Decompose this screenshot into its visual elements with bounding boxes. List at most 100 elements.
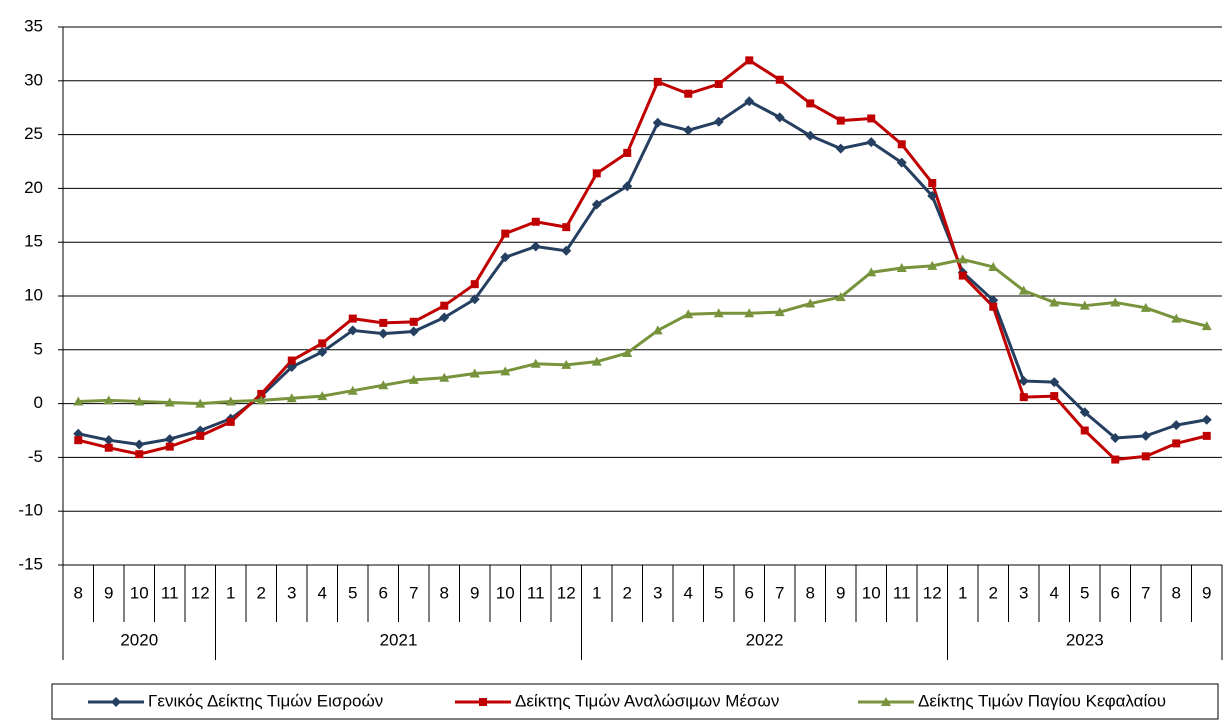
marker: [927, 190, 938, 201]
series-line: [78, 257, 1208, 406]
marker: [257, 389, 266, 398]
x-tick-label: 12: [557, 583, 576, 602]
marker: [470, 280, 479, 289]
marker: [1018, 285, 1029, 295]
marker: [378, 328, 389, 339]
x-tick-label: 8: [1172, 583, 1181, 602]
marker: [806, 99, 815, 108]
marker: [103, 435, 114, 446]
marker: [561, 245, 572, 256]
marker: [866, 267, 877, 277]
marker: [439, 312, 450, 323]
marker: [500, 252, 511, 263]
x-group-label: 2020: [120, 630, 158, 649]
y-tick-label: 0: [34, 393, 43, 412]
marker: [1201, 414, 1212, 425]
marker: [195, 398, 206, 408]
marker: [684, 89, 693, 98]
x-tick-label: 8: [440, 583, 449, 602]
marker: [1171, 313, 1182, 323]
marker: [317, 391, 328, 401]
marker: [134, 396, 145, 406]
x-tick-label: 7: [775, 583, 784, 602]
marker: [927, 260, 938, 270]
marker: [623, 148, 632, 157]
marker: [835, 292, 846, 302]
marker: [744, 96, 755, 107]
marker: [1201, 321, 1212, 331]
x-tick-label: 7: [1141, 583, 1150, 602]
marker: [500, 366, 511, 376]
x-tick-label: 8: [806, 583, 815, 602]
marker: [1140, 302, 1151, 312]
marker: [1050, 392, 1059, 401]
marker: [683, 125, 694, 136]
marker: [562, 223, 571, 232]
x-tick-label: 5: [348, 583, 357, 602]
x-group-label: 2022: [746, 630, 784, 649]
x-tick-label: 10: [130, 583, 149, 602]
legend-item: Δείκτης Τιμών Παγίου Κεφαλαίου: [858, 691, 1166, 710]
marker: [881, 697, 891, 706]
x-tick-label: 2: [989, 583, 998, 602]
legend-item: Γενικός Δείκτης Τιμών Εισροών: [88, 691, 383, 710]
x-tick-label: 11: [893, 583, 911, 602]
x-tick-label: 5: [1080, 583, 1089, 602]
legend-label: Γενικός Δείκτης Τιμών Εισροών: [148, 691, 383, 710]
marker: [1202, 431, 1211, 440]
marker: [652, 325, 663, 335]
marker: [622, 348, 633, 358]
x-tick-label: 4: [318, 583, 327, 602]
y-tick-label: 35: [24, 16, 43, 35]
x-tick-label: 3: [653, 583, 662, 602]
marker: [896, 263, 907, 273]
x-tick-label: 5: [714, 583, 723, 602]
marker: [104, 443, 113, 452]
marker: [714, 80, 723, 89]
x-tick-label: 6: [745, 583, 754, 602]
marker: [531, 217, 540, 226]
marker: [835, 143, 846, 154]
marker: [1172, 439, 1181, 448]
marker: [1141, 452, 1150, 461]
marker: [1049, 377, 1060, 388]
marker: [318, 339, 327, 348]
marker: [957, 254, 968, 264]
x-group-label: 2021: [380, 630, 418, 649]
x-tick-label: 1: [958, 583, 967, 602]
legend-label: Δείκτης Τιμών Αναλώσιμων Μέσων: [515, 691, 779, 710]
marker: [683, 309, 694, 319]
x-tick-label: 2: [257, 583, 266, 602]
marker: [73, 396, 84, 406]
marker: [479, 698, 487, 706]
marker: [225, 396, 236, 406]
marker: [378, 380, 389, 390]
marker: [164, 397, 175, 407]
x-tick-label: 3: [287, 583, 296, 602]
x-tick-label: 8: [74, 583, 83, 602]
marker: [379, 318, 388, 327]
marker: [1079, 300, 1090, 310]
x-tick-label: 1: [592, 583, 601, 602]
marker: [134, 439, 145, 450]
marker: [866, 137, 877, 148]
y-tick-label: 10: [24, 285, 43, 304]
marker: [867, 114, 876, 123]
marker: [74, 436, 83, 445]
marker: [805, 298, 816, 308]
marker: [111, 697, 121, 707]
y-tick-label: 20: [24, 178, 43, 197]
legend-box: [51, 683, 1219, 720]
x-tick-label: 7: [409, 583, 418, 602]
x-group-label: 2023: [1066, 630, 1104, 649]
marker: [1111, 455, 1120, 464]
marker: [988, 261, 999, 271]
marker: [1049, 297, 1060, 307]
marker: [440, 301, 449, 310]
marker: [1019, 393, 1028, 402]
y-tick-label: -15: [18, 554, 43, 573]
x-tick-label: 2: [623, 583, 632, 602]
marker: [896, 157, 907, 168]
marker: [164, 434, 175, 445]
